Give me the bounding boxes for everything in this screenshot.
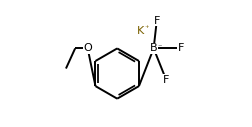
Text: K: K bbox=[137, 26, 144, 36]
Text: O: O bbox=[83, 43, 92, 53]
Text: F: F bbox=[153, 16, 160, 26]
Text: F: F bbox=[163, 75, 169, 85]
Text: B: B bbox=[150, 43, 158, 53]
Text: ⁻: ⁻ bbox=[157, 42, 161, 51]
Text: ⁺: ⁺ bbox=[144, 25, 149, 33]
Text: F: F bbox=[177, 43, 184, 53]
